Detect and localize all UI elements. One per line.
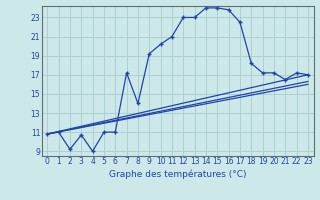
X-axis label: Graphe des températures (°C): Graphe des températures (°C) <box>109 169 246 179</box>
